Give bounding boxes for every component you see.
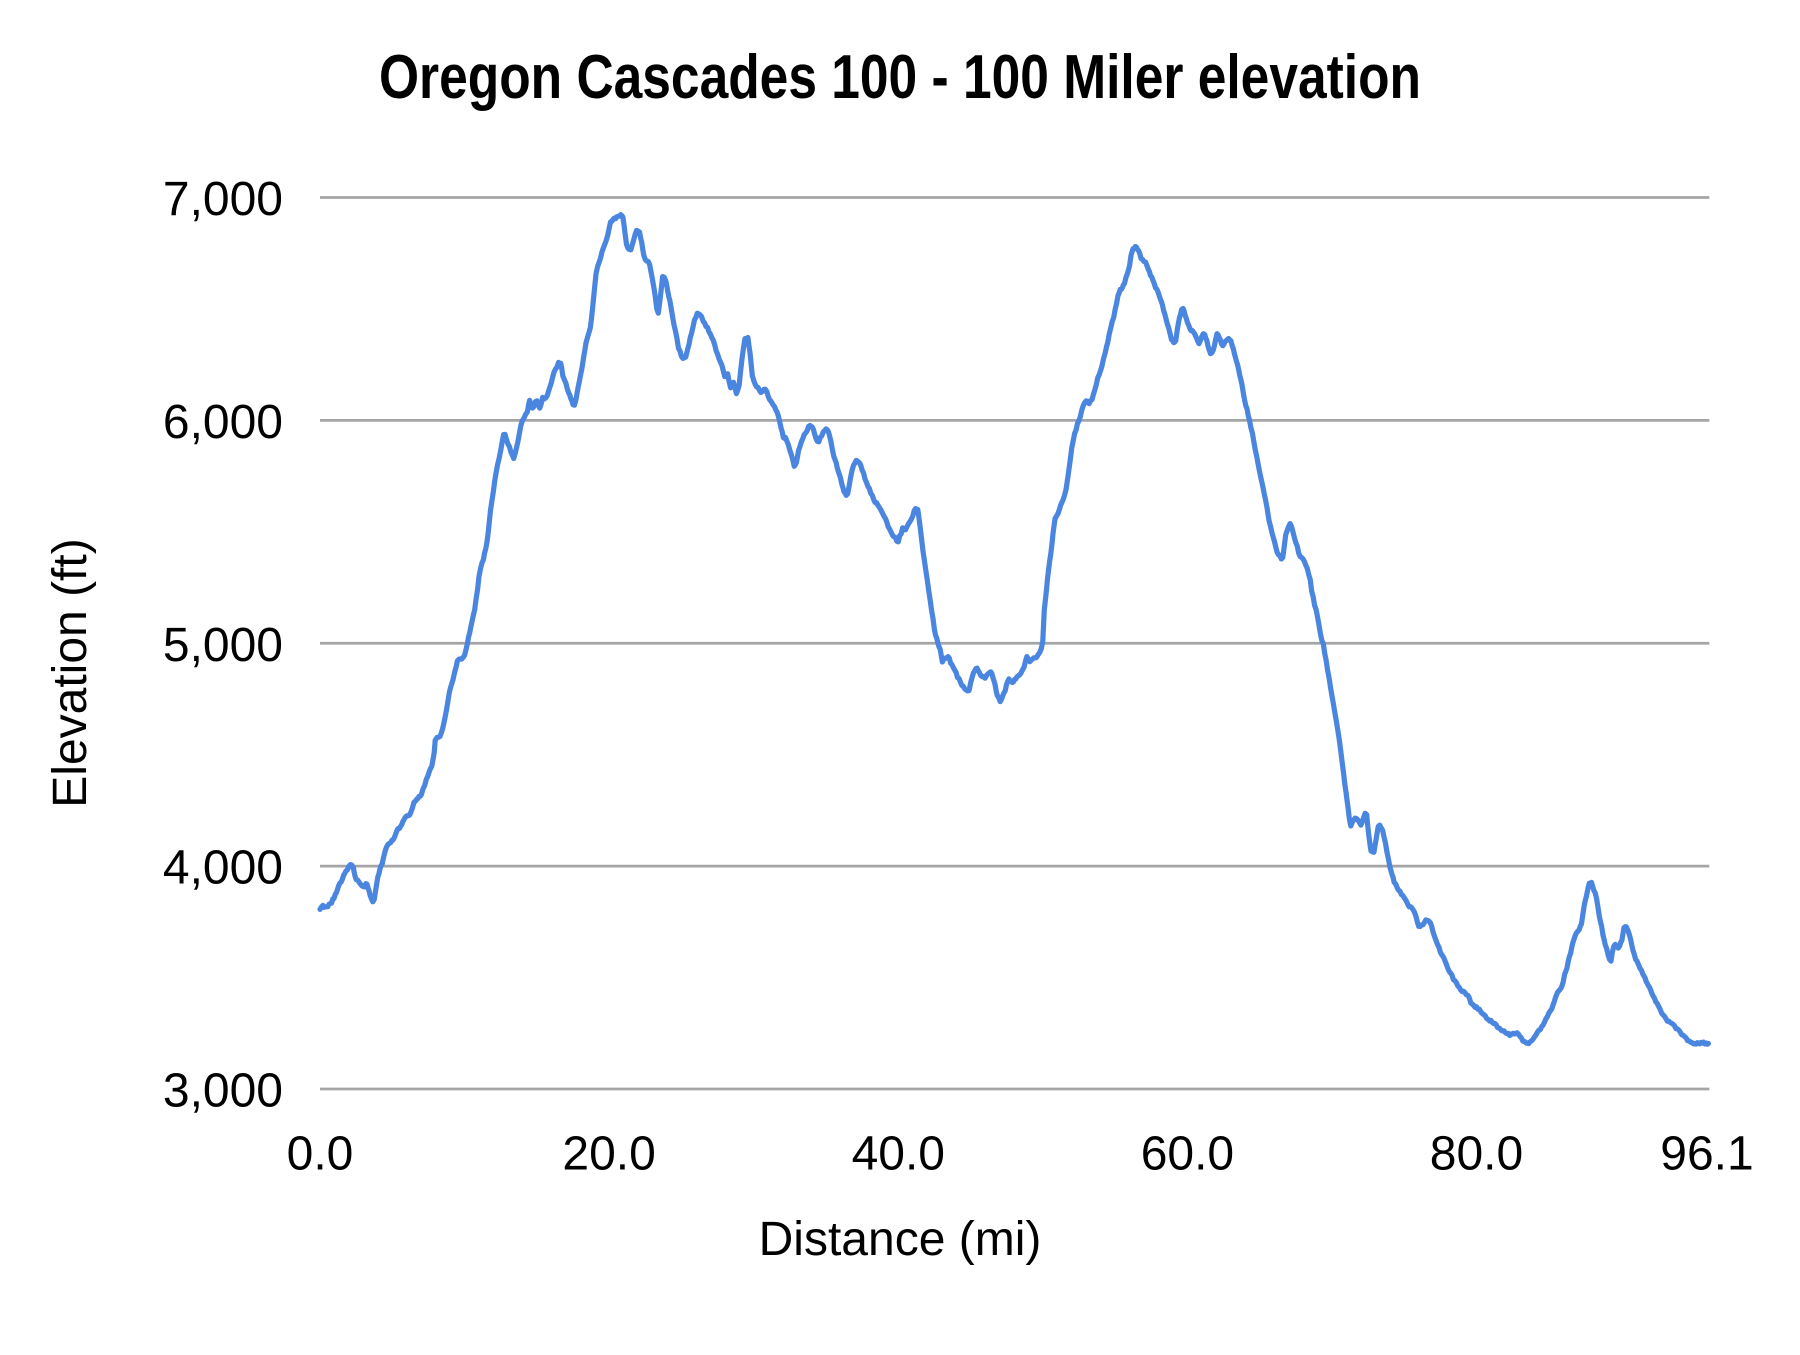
svg-text:5,000: 5,000 [163,619,283,672]
svg-text:4,000: 4,000 [163,842,283,895]
svg-text:60.0: 60.0 [1141,1128,1234,1181]
svg-text:7,000: 7,000 [163,173,283,226]
svg-text:Elevation (ft): Elevation (ft) [44,538,97,807]
svg-text:96.1: 96.1 [1660,1128,1753,1181]
svg-text:40.0: 40.0 [852,1128,945,1181]
svg-text:Distance (mi): Distance (mi) [759,1213,1042,1266]
svg-text:6,000: 6,000 [163,396,283,449]
svg-text:80.0: 80.0 [1430,1128,1523,1181]
svg-text:20.0: 20.0 [562,1128,655,1181]
svg-text:3,000: 3,000 [163,1065,283,1118]
svg-text:Oregon Cascades 100 - 100 Mile: Oregon Cascades 100 - 100 Miler elevatio… [379,43,1421,112]
svg-text:0.0: 0.0 [287,1128,354,1181]
